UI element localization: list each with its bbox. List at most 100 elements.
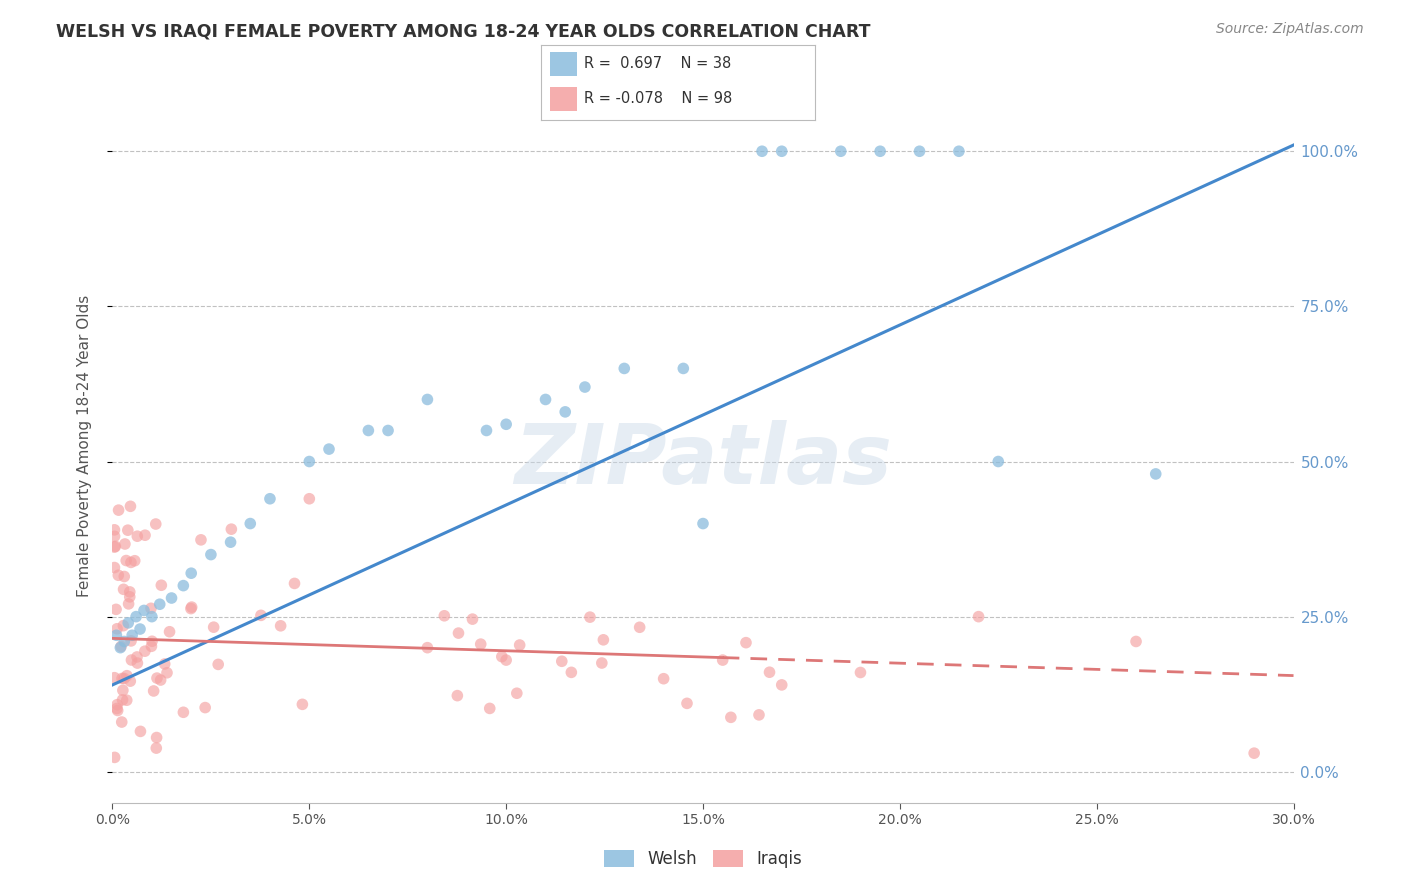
Point [461, 612, 484, 626]
Point [495, 653, 517, 667]
Point [506, 686, 529, 700]
Point [652, 672, 675, 686]
Point [120, 500, 142, 514]
Point [107, 503, 129, 517]
Point [120, 634, 142, 648]
Point [416, 392, 439, 407]
Point [120, 653, 142, 667]
Text: R = -0.078    N = 98: R = -0.078 N = 98 [583, 91, 733, 106]
Point [200, 548, 222, 562]
Point [104, 750, 127, 764]
Point [470, 637, 492, 651]
Point [672, 361, 695, 376]
Point [592, 632, 614, 647]
Point [579, 610, 602, 624]
Point [145, 731, 167, 745]
Point [141, 640, 163, 654]
Point [194, 700, 217, 714]
Text: R =  0.697    N = 38: R = 0.697 N = 38 [583, 56, 731, 71]
Point [103, 529, 125, 543]
Point [613, 361, 636, 376]
Point [105, 628, 128, 642]
Point [751, 145, 773, 159]
Point [1125, 634, 1147, 648]
Point [115, 693, 138, 707]
Point [146, 671, 169, 685]
Point [105, 602, 128, 616]
Point [118, 585, 141, 599]
Point [120, 555, 142, 569]
Point [758, 665, 780, 680]
Point [103, 523, 125, 537]
Point [190, 533, 212, 547]
Point [219, 535, 242, 549]
Point [153, 657, 176, 671]
Point [139, 601, 162, 615]
Y-axis label: Female Poverty Among 18-24 Year Olds: Female Poverty Among 18-24 Year Olds [77, 295, 91, 597]
Point [112, 618, 135, 632]
Point [111, 672, 134, 686]
Text: ZIPatlas: ZIPatlas [515, 420, 891, 500]
Point [908, 145, 931, 159]
Point [156, 665, 179, 680]
Point [509, 638, 531, 652]
Point [107, 703, 129, 717]
Point [676, 697, 699, 711]
Legend: Welsh, Iraqis: Welsh, Iraqis [598, 843, 808, 875]
Point [202, 620, 225, 634]
Point [711, 653, 734, 667]
Point [416, 640, 439, 655]
Point [103, 560, 125, 574]
Point [117, 615, 139, 630]
Point [112, 672, 135, 686]
Point [104, 539, 127, 553]
Point [221, 522, 243, 536]
Point [105, 622, 128, 636]
Point [159, 624, 181, 639]
Point [357, 424, 380, 438]
Point [160, 591, 183, 605]
Point [298, 454, 321, 468]
Point [720, 710, 742, 724]
Point [534, 392, 557, 407]
Point [141, 634, 163, 648]
Bar [550, 52, 576, 77]
Point [132, 603, 155, 617]
Point [291, 698, 314, 712]
Point [114, 537, 136, 551]
Point [172, 706, 194, 720]
Point [127, 529, 149, 543]
Text: Source: ZipAtlas.com: Source: ZipAtlas.com [1216, 22, 1364, 37]
Point [172, 579, 194, 593]
Point [591, 656, 613, 670]
Point [987, 454, 1010, 468]
Point [117, 597, 139, 611]
Point [551, 654, 574, 668]
Point [180, 601, 202, 615]
Point [259, 491, 281, 506]
Point [475, 424, 498, 438]
Point [145, 516, 167, 531]
Point [967, 609, 990, 624]
Point [869, 145, 891, 159]
Point [112, 634, 135, 648]
Point [110, 640, 132, 654]
Point [111, 683, 134, 698]
Point [849, 665, 872, 680]
Point [129, 724, 152, 739]
Point [770, 678, 793, 692]
Point [560, 665, 582, 680]
Point [111, 693, 134, 707]
Point [124, 554, 146, 568]
Point [830, 145, 852, 159]
Point [103, 671, 125, 685]
Point [692, 516, 714, 531]
Point [770, 145, 793, 159]
Point [105, 701, 128, 715]
Point [142, 684, 165, 698]
Point [180, 600, 202, 615]
Point [120, 674, 142, 689]
Point [112, 582, 135, 597]
Point [149, 597, 172, 611]
Point [207, 657, 229, 672]
